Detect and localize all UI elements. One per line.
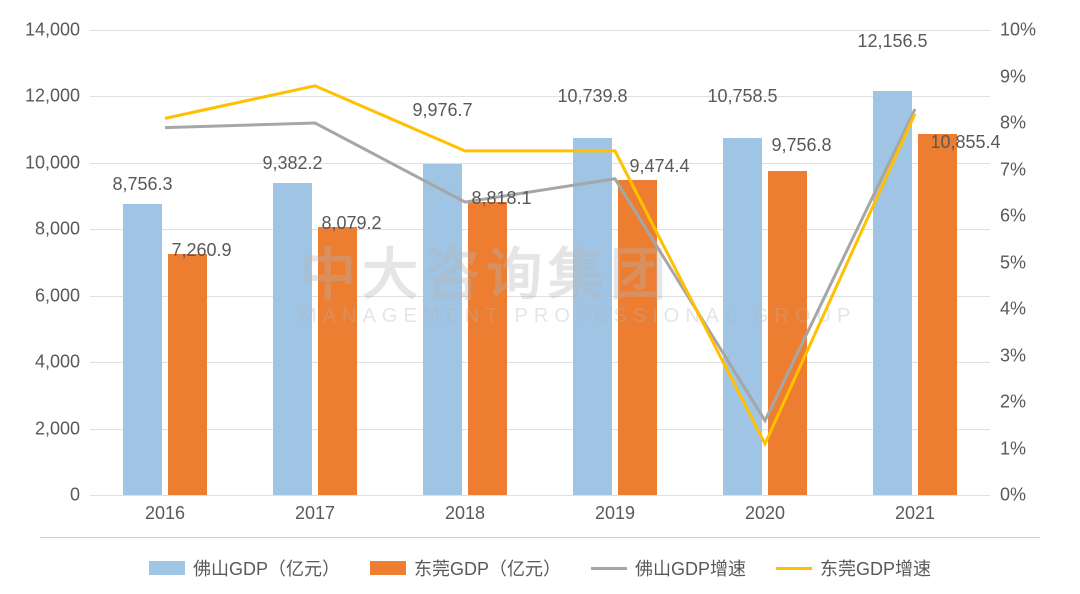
y-right-tick-label: 2%	[1000, 392, 1026, 413]
y-right-tick-label: 4%	[1000, 299, 1026, 320]
y-right-tick-label: 1%	[1000, 438, 1026, 459]
x-tick-label: 2016	[145, 503, 185, 524]
legend-swatch	[370, 561, 406, 575]
legend: 佛山GDP（亿元） 东莞GDP（亿元） 佛山GDP增速 东莞GDP增速	[0, 555, 1080, 581]
legend-label: 东莞GDP增速	[820, 555, 931, 581]
bar-label-dongguan_gdp: 8,818.1	[471, 188, 531, 209]
y-left-tick-label: 2,000	[35, 418, 80, 439]
bar-label-foshan_gdp: 9,382.2	[262, 153, 322, 174]
y-left-tick-label: 10,000	[25, 152, 80, 173]
y-left-tick-label: 4,000	[35, 352, 80, 373]
y-left-tick-label: 0	[70, 485, 80, 506]
bar-label-dongguan_gdp: 9,756.8	[771, 135, 831, 156]
legend-label: 佛山GDP增速	[635, 555, 746, 581]
legend-item-dongguan_gdp: 东莞GDP（亿元）	[370, 555, 561, 581]
bar-label-dongguan_gdp: 10,855.4	[930, 132, 1000, 153]
y-left-tick-label: 6,000	[35, 285, 80, 306]
legend-item-foshan_gdp: 佛山GDP（亿元）	[149, 555, 340, 581]
y-right-tick-label: 0%	[1000, 485, 1026, 506]
y-right-tick-label: 5%	[1000, 252, 1026, 273]
x-tick-label: 2019	[595, 503, 635, 524]
legend-label: 东莞GDP（亿元）	[414, 555, 561, 581]
legend-swatch	[149, 561, 185, 575]
bar-label-foshan_gdp: 12,156.5	[857, 31, 927, 52]
bar-label-foshan_gdp: 10,758.5	[707, 86, 777, 107]
x-tick-label: 2021	[895, 503, 935, 524]
bar-label-foshan_gdp: 9,976.7	[412, 100, 472, 121]
bar-label-foshan_gdp: 8,756.3	[112, 174, 172, 195]
bar-label-dongguan_gdp: 9,474.4	[629, 156, 689, 177]
y-right-tick-label: 10%	[1000, 20, 1036, 41]
legend-item-dongguan_growth: 东莞GDP增速	[776, 555, 931, 581]
bar-label-foshan_gdp: 10,739.8	[557, 86, 627, 107]
legend-label: 佛山GDP（亿元）	[193, 555, 340, 581]
y-left-tick-label: 8,000	[35, 219, 80, 240]
x-tick-label: 2018	[445, 503, 485, 524]
legend-line-swatch	[776, 567, 812, 570]
legend-divider	[40, 537, 1040, 538]
bar-label-dongguan_gdp: 7,260.9	[171, 240, 231, 261]
legend-item-foshan_growth: 佛山GDP增速	[591, 555, 746, 581]
y-right-tick-label: 3%	[1000, 345, 1026, 366]
y-right-tick-label: 8%	[1000, 113, 1026, 134]
x-tick-label: 2020	[745, 503, 785, 524]
gdp-chart: 中大咨询集团 MANAGEMENT PROFESSIONAL GROUP 佛山G…	[0, 0, 1080, 594]
y-left-tick-label: 14,000	[25, 20, 80, 41]
y-right-tick-label: 6%	[1000, 206, 1026, 227]
legend-line-swatch	[591, 567, 627, 570]
x-tick-label: 2017	[295, 503, 335, 524]
y-right-tick-label: 9%	[1000, 66, 1026, 87]
y-right-tick-label: 7%	[1000, 159, 1026, 180]
bar-label-dongguan_gdp: 8,079.2	[321, 213, 381, 234]
y-left-tick-label: 12,000	[25, 86, 80, 107]
